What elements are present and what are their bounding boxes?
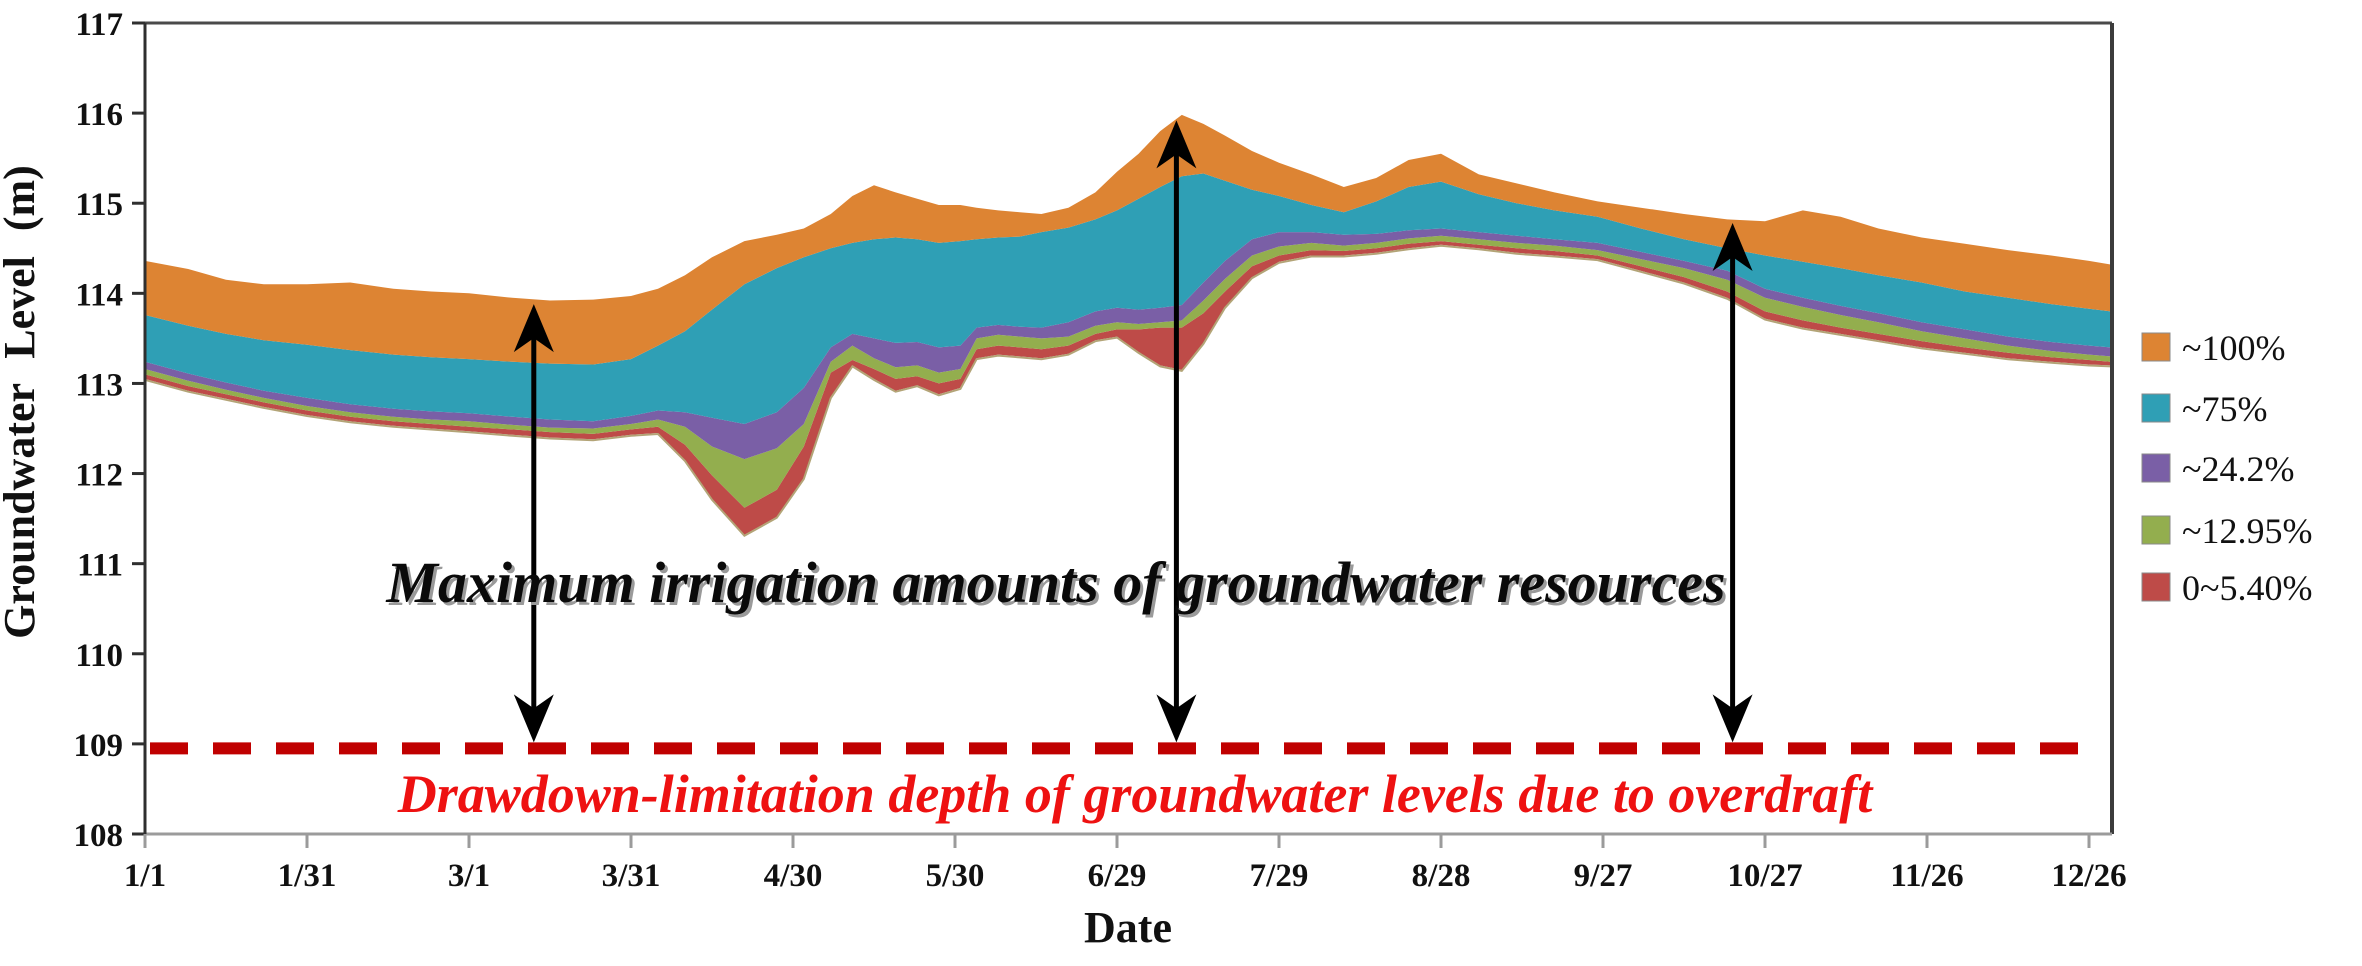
x-tick-label: 7/29 bbox=[1250, 858, 1309, 894]
legend-label: 0~5.40% bbox=[2182, 568, 2312, 608]
x-tick-label: 10/27 bbox=[1727, 858, 1802, 894]
legend: ~100% ~75% ~24.2% ~12.95% 0~5.40% bbox=[2141, 328, 2312, 608]
arrow-head-down bbox=[1712, 694, 1753, 743]
arrow-head-up bbox=[1712, 223, 1753, 272]
arrow-head-up bbox=[513, 304, 554, 353]
x-tick-label: 5/30 bbox=[926, 858, 985, 894]
y-tick-label: 113 bbox=[75, 367, 123, 403]
legend-swatch bbox=[2141, 393, 2171, 423]
area-band-100 bbox=[145, 114, 2111, 365]
arrow-head-up bbox=[1156, 120, 1197, 169]
legend-item: ~100% bbox=[2141, 328, 2285, 368]
x-tick-label: 11/26 bbox=[1890, 858, 1963, 894]
legend-item: ~12.95% bbox=[2141, 511, 2312, 551]
legend-item: ~24.2% bbox=[2141, 449, 2294, 489]
x-tick-label: 3/1 bbox=[448, 858, 490, 894]
y-tick-label: 109 bbox=[74, 728, 124, 764]
arrow-head-down bbox=[513, 694, 554, 743]
legend-label: ~100% bbox=[2182, 328, 2285, 368]
arrow-head-down bbox=[1156, 694, 1197, 743]
max-irrigation-annotation-shadow: Maximum irrigation amounts of groundwate… bbox=[388, 553, 1728, 618]
legend-swatch bbox=[2141, 572, 2171, 602]
x-tick-label: 8/28 bbox=[1412, 858, 1471, 894]
x-tick-label: 1/31 bbox=[278, 858, 337, 894]
x-tick-label: 1/1 bbox=[124, 858, 166, 894]
double-arrow bbox=[1712, 223, 1753, 743]
area-band-75 bbox=[145, 173, 2111, 424]
x-tick-label: 6/29 bbox=[1088, 858, 1147, 894]
stack-bottom-edge bbox=[144, 244, 2111, 538]
y-tick-label: 108 bbox=[74, 818, 124, 854]
legend-swatch bbox=[2141, 515, 2171, 545]
legend-swatch bbox=[2141, 332, 2171, 362]
legend-label: ~12.95% bbox=[2182, 511, 2312, 551]
legend-item: ~75% bbox=[2141, 389, 2267, 429]
plot-frame bbox=[143, 21, 2114, 836]
x-axis-title: Date bbox=[1084, 903, 1172, 952]
y-axis-title: Groundwater Level (m) bbox=[0, 165, 44, 639]
legend-swatch bbox=[2141, 453, 2171, 483]
annotation-arrows bbox=[513, 120, 1753, 743]
stacked-area-bands bbox=[144, 114, 2111, 538]
y-tick-label: 112 bbox=[75, 458, 123, 494]
y-tick-label: 116 bbox=[75, 97, 123, 133]
y-tick-label: 110 bbox=[75, 638, 123, 674]
x-tick-label: 9/27 bbox=[1574, 858, 1633, 894]
x-tick-label: 12/26 bbox=[2051, 858, 2126, 894]
x-tick-label: 4/30 bbox=[764, 858, 823, 894]
x-tick-label: 3/31 bbox=[602, 858, 661, 894]
double-arrow bbox=[513, 304, 554, 743]
y-tick-label: 117 bbox=[75, 7, 123, 43]
y-tick-label: 111 bbox=[77, 548, 123, 584]
y-tick-label: 115 bbox=[75, 187, 123, 223]
y-tick-label: 114 bbox=[75, 277, 123, 313]
legend-label: ~24.2% bbox=[2182, 449, 2294, 489]
legend-label: ~75% bbox=[2182, 389, 2267, 429]
max-irrigation-annotation: Maximum irrigation amounts of groundwate… bbox=[385, 550, 1725, 615]
drawdown-limit-label: Drawdown-limitation depth of groundwater… bbox=[397, 764, 1875, 824]
double-arrow bbox=[1156, 120, 1197, 743]
legend-item: 0~5.40% bbox=[2141, 568, 2312, 608]
